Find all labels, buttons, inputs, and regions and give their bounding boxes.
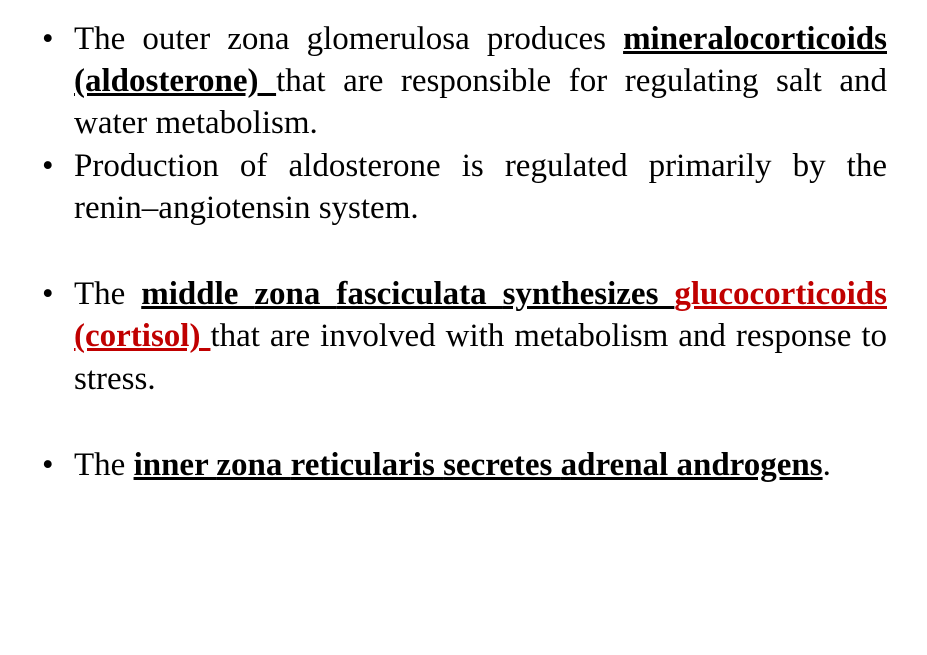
text-run-emphasis: adrenal bbox=[561, 447, 677, 483]
text-run-accent: (cortisol) bbox=[74, 318, 210, 354]
text-run-emphasis: (aldosterone) bbox=[74, 63, 276, 99]
text-run-emphasis: inner bbox=[134, 447, 217, 483]
text-run-emphasis: fasciculata bbox=[336, 276, 502, 312]
text-run: The bbox=[74, 276, 141, 312]
text-run: Production of aldosterone is regulated p… bbox=[74, 148, 887, 226]
slide-body: The outer zona glomerulosa produces mine… bbox=[0, 0, 927, 655]
bullet-list: The middle zona fasciculata synthesizes … bbox=[40, 273, 887, 400]
text-run-emphasis: secretes bbox=[443, 447, 561, 483]
list-item: The middle zona fasciculata synthesizes … bbox=[40, 273, 887, 400]
text-run: . bbox=[823, 447, 831, 483]
text-run-emphasis: mineralocorticoids bbox=[623, 21, 887, 57]
list-item: The inner zona reticularis secretes adre… bbox=[40, 444, 887, 486]
text-run-emphasis: synthesizes bbox=[503, 276, 675, 312]
text-run-emphasis: middle bbox=[141, 276, 254, 312]
text-run-emphasis: zona bbox=[216, 447, 290, 483]
bullet-list: The inner zona reticularis secretes adre… bbox=[40, 444, 887, 486]
list-item: Production of aldosterone is regulated p… bbox=[40, 145, 887, 229]
list-item: The outer zona glomerulosa produces mine… bbox=[40, 18, 887, 145]
paragraph-gap bbox=[40, 400, 887, 444]
text-run-emphasis: reticularis bbox=[291, 447, 443, 483]
text-run-emphasis: androgens bbox=[676, 447, 822, 483]
paragraph-gap bbox=[40, 229, 887, 273]
text-run: The bbox=[74, 447, 134, 483]
text-run-accent: glucocorticoids bbox=[674, 276, 887, 312]
bullet-list: The outer zona glomerulosa produces mine… bbox=[40, 18, 887, 229]
text-run-emphasis: zona bbox=[254, 276, 336, 312]
text-run: The outer zona glomerulosa produces bbox=[74, 21, 623, 57]
